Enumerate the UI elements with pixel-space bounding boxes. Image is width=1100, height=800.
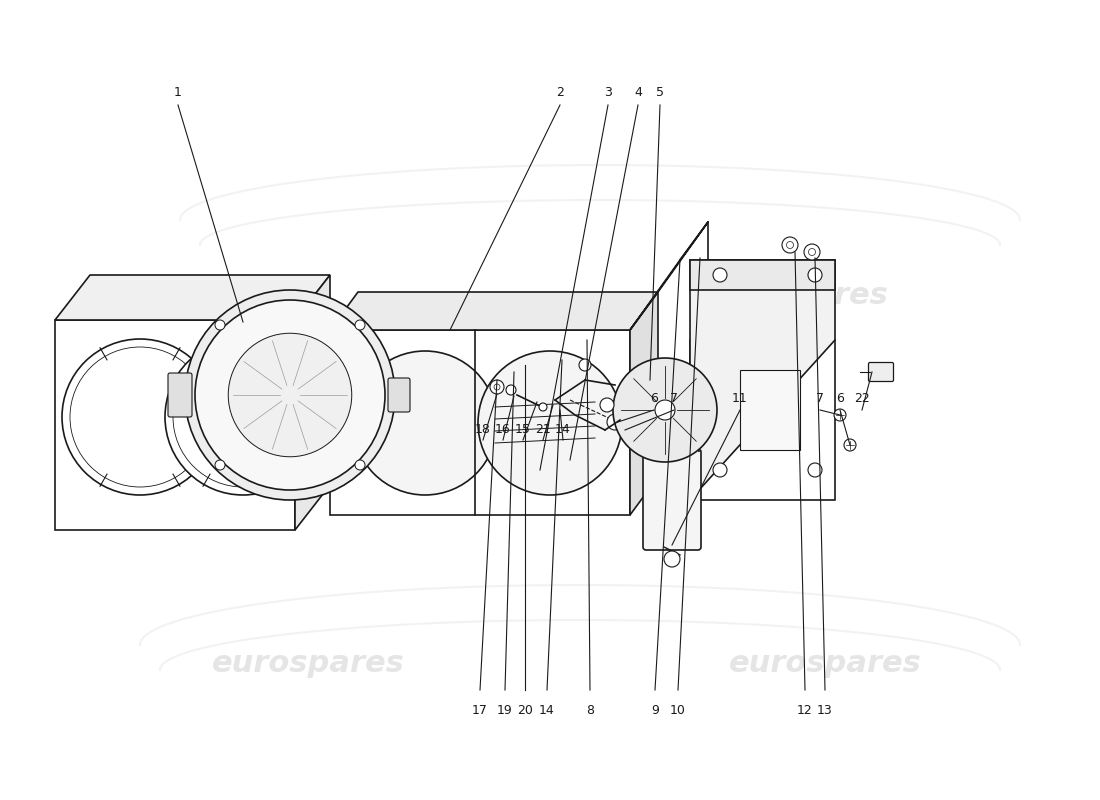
Circle shape <box>786 242 793 249</box>
Circle shape <box>713 268 727 282</box>
Circle shape <box>627 420 637 430</box>
Circle shape <box>478 351 622 495</box>
Circle shape <box>185 290 395 500</box>
Text: 6: 6 <box>650 392 658 405</box>
Text: 14: 14 <box>539 704 554 717</box>
Bar <box>690 340 835 500</box>
Bar <box>55 320 295 530</box>
Circle shape <box>539 403 547 411</box>
Bar <box>690 260 835 290</box>
Text: 6: 6 <box>836 392 844 405</box>
Text: eurospares: eurospares <box>695 282 889 310</box>
Circle shape <box>355 460 365 470</box>
Circle shape <box>494 384 501 390</box>
Text: 5: 5 <box>656 86 664 99</box>
Circle shape <box>844 439 856 451</box>
Polygon shape <box>630 222 708 330</box>
Text: eurospares: eurospares <box>728 650 922 678</box>
Circle shape <box>607 414 623 430</box>
Polygon shape <box>630 292 658 515</box>
Circle shape <box>579 359 591 371</box>
Text: 9: 9 <box>651 704 659 717</box>
Text: 7: 7 <box>670 392 678 405</box>
Polygon shape <box>690 260 835 500</box>
Text: eurospares: eurospares <box>211 650 405 678</box>
Polygon shape <box>55 275 330 320</box>
Circle shape <box>229 334 352 457</box>
Circle shape <box>506 385 516 395</box>
Text: 12: 12 <box>798 704 813 717</box>
Circle shape <box>613 358 717 462</box>
Circle shape <box>214 460 225 470</box>
Circle shape <box>195 300 385 490</box>
Circle shape <box>654 400 675 420</box>
Polygon shape <box>330 292 658 330</box>
Circle shape <box>782 237 797 253</box>
Text: 21: 21 <box>535 423 551 436</box>
FancyBboxPatch shape <box>869 362 893 382</box>
Text: 4: 4 <box>634 86 642 99</box>
Text: 1: 1 <box>174 86 182 99</box>
Bar <box>621 408 628 438</box>
Circle shape <box>834 409 846 421</box>
Text: 10: 10 <box>670 704 686 717</box>
Circle shape <box>664 551 680 567</box>
Circle shape <box>804 244 820 260</box>
FancyBboxPatch shape <box>388 378 410 412</box>
Circle shape <box>62 339 218 495</box>
Circle shape <box>490 380 504 394</box>
Bar <box>740 370 800 450</box>
Text: 13: 13 <box>817 704 833 717</box>
Circle shape <box>808 463 822 477</box>
Text: 14: 14 <box>556 423 571 436</box>
Text: 19: 19 <box>497 704 513 717</box>
Circle shape <box>355 320 365 330</box>
Circle shape <box>165 339 321 495</box>
Circle shape <box>214 320 225 330</box>
Text: 22: 22 <box>854 392 870 405</box>
Text: 20: 20 <box>517 704 532 717</box>
Text: 16: 16 <box>495 423 510 436</box>
Text: eurospares: eurospares <box>123 282 317 310</box>
Text: 7: 7 <box>816 392 824 405</box>
Bar <box>330 330 630 515</box>
FancyBboxPatch shape <box>168 373 192 417</box>
Circle shape <box>713 463 727 477</box>
Circle shape <box>808 268 822 282</box>
Text: 11: 11 <box>733 392 748 405</box>
Text: 15: 15 <box>515 423 531 436</box>
Text: 3: 3 <box>604 86 612 99</box>
Circle shape <box>600 398 614 412</box>
Text: 8: 8 <box>586 704 594 717</box>
Text: 18: 18 <box>475 423 491 436</box>
Text: 17: 17 <box>472 704 488 717</box>
FancyBboxPatch shape <box>644 449 701 550</box>
Circle shape <box>353 351 497 495</box>
Circle shape <box>808 249 815 255</box>
Text: 2: 2 <box>557 86 564 99</box>
Polygon shape <box>295 275 330 530</box>
